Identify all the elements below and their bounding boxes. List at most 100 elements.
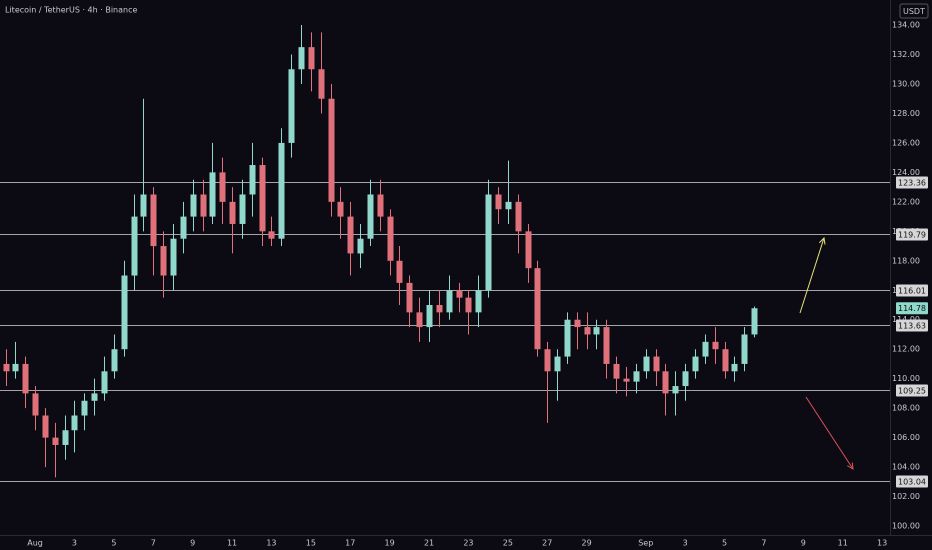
candle-body bbox=[692, 356, 699, 372]
candle-body bbox=[741, 334, 748, 364]
y-tick-label: 110.00 bbox=[892, 374, 920, 383]
candle-body bbox=[278, 142, 285, 239]
candle-body bbox=[544, 349, 551, 372]
y-tick-label: 112.00 bbox=[892, 345, 920, 354]
candle-body bbox=[200, 194, 207, 217]
level-label-box bbox=[896, 384, 928, 397]
candle-body bbox=[613, 363, 620, 379]
candle-body bbox=[62, 430, 69, 445]
candle-body bbox=[643, 356, 650, 372]
candle-body bbox=[12, 363, 19, 372]
candle-body bbox=[81, 400, 88, 416]
candle-body bbox=[731, 363, 738, 372]
x-tick-label: 17 bbox=[345, 539, 355, 548]
candle-body bbox=[367, 194, 374, 239]
candle-body bbox=[662, 371, 669, 394]
candle-body bbox=[121, 275, 128, 350]
candle-body bbox=[160, 246, 167, 276]
candle-body bbox=[259, 165, 266, 232]
candle-body bbox=[357, 238, 364, 254]
candle-body bbox=[190, 194, 197, 217]
level-label: 116.01 bbox=[898, 287, 926, 296]
candle-body bbox=[505, 201, 512, 210]
level-label: 109.25 bbox=[898, 387, 926, 396]
candle-body bbox=[564, 319, 571, 357]
candle-body bbox=[554, 356, 561, 372]
candle-body bbox=[495, 194, 502, 210]
candle-body bbox=[633, 371, 640, 382]
y-tick-label: 128.00 bbox=[892, 109, 920, 118]
candle-body bbox=[32, 393, 39, 416]
x-tick-label: 9 bbox=[801, 539, 806, 548]
x-tick-label: 9 bbox=[190, 539, 195, 548]
level-label: 123.36 bbox=[898, 179, 926, 188]
x-tick-label: 5 bbox=[722, 539, 727, 548]
currency-box[interactable] bbox=[899, 3, 929, 19]
x-tick-label: 7 bbox=[151, 539, 156, 548]
x-tick-label: 23 bbox=[463, 539, 473, 548]
candle-body bbox=[22, 363, 29, 394]
currency-label[interactable]: USDT bbox=[903, 7, 925, 16]
y-tick-label: 108.00 bbox=[892, 404, 920, 413]
candle-body bbox=[387, 216, 394, 261]
candle-body bbox=[131, 216, 138, 276]
x-tick-label: 3 bbox=[683, 539, 688, 548]
y-tick-label: 134.00 bbox=[892, 21, 920, 30]
candle-body bbox=[653, 356, 660, 372]
level-label: 119.79 bbox=[898, 231, 926, 240]
candle-body bbox=[712, 341, 719, 350]
x-tick-label: 25 bbox=[503, 539, 513, 548]
y-tick-label: 130.00 bbox=[892, 79, 920, 88]
x-tick-label: 27 bbox=[542, 539, 552, 548]
candle-body bbox=[288, 69, 295, 143]
x-tick-label: 5 bbox=[111, 539, 116, 548]
candle-body bbox=[751, 308, 758, 335]
candle-body bbox=[150, 194, 157, 247]
x-tick-label: 13 bbox=[266, 539, 276, 548]
candle-body bbox=[328, 98, 335, 202]
y-tick-label: 102.00 bbox=[892, 492, 920, 501]
candle-body bbox=[722, 349, 729, 372]
level-label-box bbox=[896, 228, 928, 241]
candle-body bbox=[525, 231, 532, 269]
x-tick-label: Sep bbox=[638, 539, 653, 548]
y-tick-label: 118.00 bbox=[892, 256, 920, 265]
candle-body bbox=[446, 290, 453, 313]
candle-body bbox=[91, 393, 98, 401]
candle-body bbox=[584, 327, 591, 335]
level-label: 103.04 bbox=[898, 478, 926, 487]
candle-body bbox=[308, 47, 315, 70]
candle-body bbox=[337, 201, 344, 217]
candle-body bbox=[603, 327, 610, 364]
x-tick-label: 19 bbox=[385, 539, 395, 548]
candle-body bbox=[209, 172, 216, 217]
candle-body bbox=[406, 282, 413, 313]
chart-title: Litecoin / TetherUS · 4h · Binance bbox=[5, 6, 137, 15]
y-tick-label: 126.00 bbox=[892, 138, 920, 147]
x-tick-label: 3 bbox=[72, 539, 77, 548]
candle-body bbox=[465, 297, 472, 313]
x-tick-label: 11 bbox=[227, 539, 237, 548]
y-tick-label: 124.00 bbox=[892, 168, 920, 177]
candle-body bbox=[318, 69, 325, 99]
x-tick-label: 21 bbox=[424, 539, 434, 548]
candle-body bbox=[623, 378, 630, 382]
candle-body bbox=[416, 312, 423, 328]
level-label-box bbox=[896, 176, 928, 189]
candle-body bbox=[101, 371, 108, 394]
y-tick-label: 106.00 bbox=[892, 433, 920, 442]
down-arrow bbox=[805, 396, 853, 469]
candle-body bbox=[672, 386, 679, 394]
level-label-box bbox=[896, 475, 928, 488]
y-tick-label: 104.00 bbox=[892, 463, 920, 472]
candle-body bbox=[534, 268, 541, 350]
candle-body bbox=[475, 290, 482, 313]
candle-body bbox=[426, 304, 433, 328]
candle-body bbox=[229, 201, 236, 224]
y-tick-label: 100.00 bbox=[892, 522, 920, 531]
level-label: 113.63 bbox=[898, 322, 926, 331]
up-arrow bbox=[799, 238, 824, 314]
x-tick-label: 11 bbox=[838, 539, 848, 548]
